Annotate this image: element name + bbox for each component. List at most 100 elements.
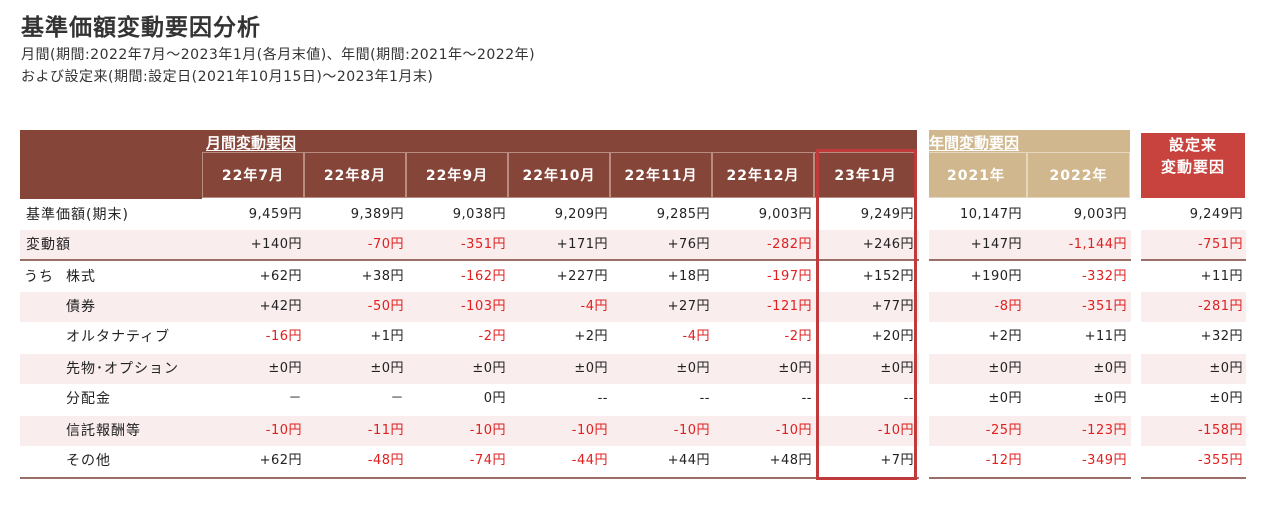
table-cell: ±0円	[1093, 391, 1127, 406]
table-cell: -281円	[1197, 299, 1243, 314]
col-header-2022-09: 22年9月	[406, 152, 508, 198]
table-cell: -16円	[265, 329, 302, 344]
col-header-2022-07: 22年7月	[202, 152, 304, 198]
table-cell: +140円	[250, 237, 302, 252]
row-label: 先物･オプション	[66, 361, 179, 377]
row-label: 変動額	[26, 237, 71, 253]
table-cell: 9,249円	[1189, 207, 1243, 222]
table-row-bonds: 債券 +42円 -50円 -103円 -4円 +27円 -121円 +77円 -8円 -351円 -…	[20, 292, 1246, 322]
table-cell: 9,249円	[860, 207, 914, 222]
table-cell: --	[903, 391, 914, 406]
monthly-group-header	[202, 130, 917, 152]
subtitle-period-line1: 月間(期間:2022年7月～2023年1月(各月末値)、年間(期間:2021年～…	[21, 47, 536, 63]
table-cell: -351円	[1081, 299, 1127, 314]
table-cell: -351円	[460, 237, 506, 252]
table-cell: 9,389円	[350, 207, 404, 222]
table-cell: +77円	[871, 299, 914, 314]
table-cell: -10円	[673, 423, 710, 438]
table-cell: +20円	[871, 329, 914, 344]
col-header-2022: 2022年	[1027, 152, 1130, 198]
table-cell: -70円	[367, 237, 404, 252]
row-label: 基準価額(期末)	[26, 207, 129, 223]
table-row-alternatives: オルタナティブ -16円 +1円 -2円 +2円 -4円 -2円 +20円 +2円 +11円 +32…	[20, 322, 1246, 352]
table-cell: －	[288, 391, 302, 406]
table-cell: ±0円	[988, 391, 1022, 406]
table-cell: -10円	[469, 423, 506, 438]
table-cell: -4円	[580, 299, 608, 314]
table-cell: -332円	[1081, 269, 1127, 284]
since-inception-label-line1: 設定来	[1168, 136, 1217, 154]
table-cell: +2円	[988, 329, 1022, 344]
table-cell: +32円	[1200, 329, 1243, 344]
table-row-stocks: うち 株式 +62円 +38円 -162円 +227円 +18円 -197円 +152円 +190…	[20, 262, 1246, 292]
table-cell: 0円	[483, 391, 506, 406]
table-cell: ±0円	[880, 361, 914, 376]
table-cell: -12円	[985, 453, 1022, 468]
table-cell: ±0円	[574, 361, 608, 376]
divider-after-change-row	[20, 259, 1246, 261]
table-cell: －	[390, 391, 404, 406]
table-cell: -1,144円	[1068, 237, 1127, 252]
group-gap-yearly-since	[1131, 130, 1141, 480]
col-header-2022-11: 22年11月	[610, 152, 712, 198]
table-cell: ±0円	[988, 361, 1022, 376]
table-cell: +44円	[667, 453, 710, 468]
table-cell: 9,038円	[452, 207, 506, 222]
row-label: オルタナティブ	[66, 329, 171, 345]
table-cell: -2円	[784, 329, 812, 344]
table-cell: +227円	[556, 269, 608, 284]
table-cell: -751円	[1197, 237, 1243, 252]
table-cell: -349円	[1081, 453, 1127, 468]
label-column-header	[20, 130, 202, 199]
table-cell: -10円	[877, 423, 914, 438]
group-gap-monthly-yearly	[919, 130, 929, 480]
table-cell: ±0円	[472, 361, 506, 376]
monthly-group-label: 月間変動要因	[206, 134, 297, 152]
since-inception-header: 設定来 変動要因	[1141, 133, 1245, 198]
table-cell: +246円	[862, 237, 914, 252]
yearly-group-header	[925, 130, 1130, 152]
table-cell: 9,285円	[656, 207, 710, 222]
table-cell: +38円	[361, 269, 404, 284]
yearly-group-label: 年間変動要因	[929, 134, 1020, 152]
table-cell: --	[699, 391, 710, 406]
latest-month-highlight	[816, 149, 917, 480]
table-cell: +147円	[970, 237, 1022, 252]
table-cell: ±0円	[1209, 391, 1243, 406]
table-cell: -44円	[571, 453, 608, 468]
table-cell: +62円	[259, 269, 302, 284]
table-cell: +11円	[1084, 329, 1127, 344]
table-cell: +2円	[574, 329, 608, 344]
table-cell: +76円	[667, 237, 710, 252]
table-cell: -355円	[1197, 453, 1243, 468]
table-cell: -10円	[775, 423, 812, 438]
table-cell: 10,147円	[960, 207, 1022, 222]
table-cell: +171円	[556, 237, 608, 252]
table-cell: +18円	[667, 269, 710, 284]
col-header-2022-08: 22年8月	[304, 152, 406, 198]
table-cell: -162円	[460, 269, 506, 284]
table-row-futures-options: 先物･オプション ±0円 ±0円 ±0円 ±0円 ±0円 ±0円 ±0円 ±0円 ±0円 ±0円	[20, 354, 1246, 384]
table-cell: +42円	[259, 299, 302, 314]
table-cell: +1円	[370, 329, 404, 344]
table-row-distribution: 分配金 － － 0円 -- -- -- -- ±0円 ±0円 ±0円	[20, 384, 1246, 414]
row-prefix: うち	[24, 269, 54, 285]
table-row-nav-end: 基準価額(期末) 9,459円 9,389円 9,038円 9,209円 9,285円 9,…	[20, 200, 1246, 230]
row-label: その他	[66, 453, 111, 469]
table-cell: -4円	[682, 329, 710, 344]
table-cell: -103円	[460, 299, 506, 314]
table-cell: 9,003円	[1073, 207, 1127, 222]
table-cell: 9,209円	[554, 207, 608, 222]
col-header-2021: 2021年	[925, 152, 1027, 198]
col-header-2022-10: 22年10月	[508, 152, 610, 198]
table-row-change-amount: 変動額 +140円 -70円 -351円 +171円 +76円 -282円 +246円 +147…	[20, 230, 1246, 260]
table-cell: -10円	[571, 423, 608, 438]
table-cell: +190円	[970, 269, 1022, 284]
table-cell: +7円	[880, 453, 914, 468]
table-cell: -11円	[367, 423, 404, 438]
table-cell: -197円	[766, 269, 812, 284]
table-cell: 9,003円	[758, 207, 812, 222]
table-cell: -8円	[994, 299, 1022, 314]
table-cell: -10円	[265, 423, 302, 438]
table-cell: -121円	[766, 299, 812, 314]
